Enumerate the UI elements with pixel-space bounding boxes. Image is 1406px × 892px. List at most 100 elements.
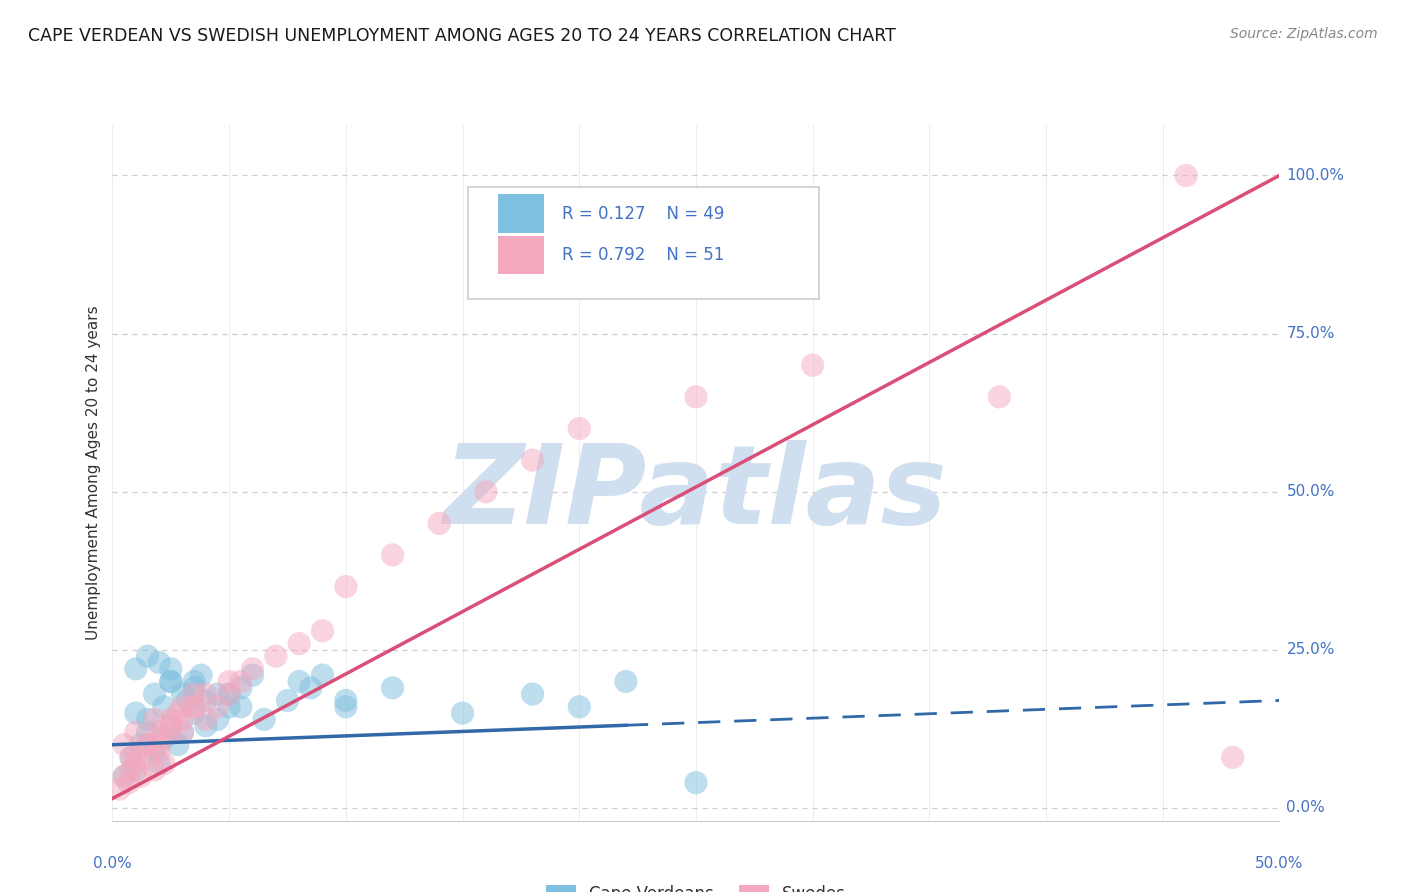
Point bbox=[125, 662, 148, 676]
Point bbox=[148, 725, 170, 739]
Point bbox=[148, 731, 170, 746]
Point bbox=[685, 775, 707, 789]
Point bbox=[207, 687, 229, 701]
Point bbox=[381, 681, 404, 695]
Point bbox=[242, 662, 264, 676]
Point bbox=[218, 687, 240, 701]
Point bbox=[143, 763, 166, 777]
Point bbox=[801, 358, 824, 372]
FancyBboxPatch shape bbox=[498, 236, 544, 275]
Point bbox=[264, 649, 287, 664]
Point bbox=[136, 713, 159, 727]
FancyBboxPatch shape bbox=[498, 194, 544, 233]
Point bbox=[299, 681, 322, 695]
Point bbox=[143, 744, 166, 758]
Point bbox=[183, 699, 205, 714]
Point bbox=[207, 699, 229, 714]
Point bbox=[288, 636, 311, 650]
Point bbox=[143, 713, 166, 727]
Point bbox=[229, 699, 252, 714]
Point bbox=[1222, 750, 1244, 764]
Point bbox=[153, 699, 176, 714]
Text: Source: ZipAtlas.com: Source: ZipAtlas.com bbox=[1230, 27, 1378, 41]
Text: 50.0%: 50.0% bbox=[1286, 484, 1334, 500]
Point bbox=[160, 674, 183, 689]
Point bbox=[120, 763, 142, 777]
Point bbox=[183, 687, 205, 701]
FancyBboxPatch shape bbox=[468, 187, 818, 299]
Point bbox=[183, 699, 205, 714]
Point bbox=[160, 725, 183, 739]
Point bbox=[120, 750, 142, 764]
Point bbox=[153, 731, 176, 746]
Point bbox=[522, 687, 544, 701]
Point bbox=[194, 713, 217, 727]
Point bbox=[118, 775, 141, 789]
Point bbox=[288, 674, 311, 689]
Point bbox=[194, 693, 217, 707]
Point bbox=[125, 756, 148, 771]
Point bbox=[136, 725, 159, 739]
Text: 100.0%: 100.0% bbox=[1286, 168, 1344, 183]
Point bbox=[172, 699, 194, 714]
Point bbox=[136, 738, 159, 752]
Text: 0.0%: 0.0% bbox=[93, 856, 132, 871]
Point bbox=[522, 453, 544, 467]
Point bbox=[160, 719, 183, 733]
Point bbox=[229, 674, 252, 689]
Point bbox=[160, 719, 183, 733]
Text: R = 0.792    N = 51: R = 0.792 N = 51 bbox=[562, 246, 724, 264]
Point bbox=[218, 699, 240, 714]
Legend: Cape Verdeans, Swedes: Cape Verdeans, Swedes bbox=[546, 885, 846, 892]
Point bbox=[153, 756, 176, 771]
Point bbox=[172, 725, 194, 739]
Text: 0.0%: 0.0% bbox=[1286, 800, 1326, 815]
Point bbox=[427, 516, 450, 531]
Point bbox=[136, 750, 159, 764]
Point bbox=[148, 656, 170, 670]
Point bbox=[125, 763, 148, 777]
Point bbox=[148, 738, 170, 752]
Point bbox=[112, 769, 135, 783]
Point bbox=[183, 674, 205, 689]
Point bbox=[125, 725, 148, 739]
Point bbox=[183, 706, 205, 720]
Point bbox=[685, 390, 707, 404]
Point bbox=[335, 693, 357, 707]
Point bbox=[136, 738, 159, 752]
Point bbox=[190, 668, 212, 682]
Point bbox=[568, 699, 591, 714]
Point bbox=[120, 750, 142, 764]
Point bbox=[112, 738, 135, 752]
Point bbox=[166, 706, 188, 720]
Point bbox=[160, 662, 183, 676]
Point bbox=[218, 687, 240, 701]
Text: R = 0.127    N = 49: R = 0.127 N = 49 bbox=[562, 204, 724, 223]
Point bbox=[148, 744, 170, 758]
Point bbox=[129, 769, 152, 783]
Point bbox=[194, 687, 217, 701]
Text: CAPE VERDEAN VS SWEDISH UNEMPLOYMENT AMONG AGES 20 TO 24 YEARS CORRELATION CHART: CAPE VERDEAN VS SWEDISH UNEMPLOYMENT AMO… bbox=[28, 27, 896, 45]
Point bbox=[129, 738, 152, 752]
Point bbox=[207, 713, 229, 727]
Text: 50.0%: 50.0% bbox=[1256, 856, 1303, 871]
Point bbox=[172, 725, 194, 739]
Point bbox=[112, 769, 135, 783]
Point bbox=[160, 713, 183, 727]
Point bbox=[160, 674, 183, 689]
Point bbox=[172, 687, 194, 701]
Point bbox=[335, 580, 357, 594]
Point bbox=[451, 706, 474, 720]
Point bbox=[381, 548, 404, 562]
Point bbox=[125, 706, 148, 720]
Point bbox=[568, 421, 591, 435]
Point bbox=[218, 674, 240, 689]
Point bbox=[253, 713, 276, 727]
Point bbox=[194, 719, 217, 733]
Point bbox=[136, 649, 159, 664]
Point bbox=[172, 713, 194, 727]
Point bbox=[242, 668, 264, 682]
Point bbox=[335, 699, 357, 714]
Point bbox=[143, 687, 166, 701]
Y-axis label: Unemployment Among Ages 20 to 24 years: Unemployment Among Ages 20 to 24 years bbox=[86, 305, 101, 640]
